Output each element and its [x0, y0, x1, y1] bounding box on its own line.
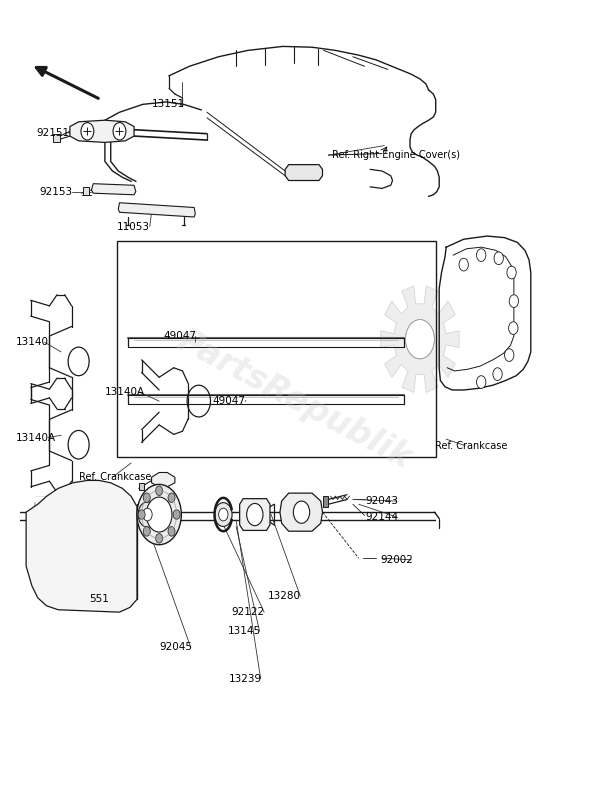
Circle shape	[168, 493, 175, 503]
Circle shape	[143, 527, 150, 536]
Circle shape	[505, 348, 514, 361]
Text: 13151: 13151	[151, 99, 185, 109]
Text: 92153: 92153	[39, 187, 72, 197]
Circle shape	[143, 508, 152, 521]
Circle shape	[143, 493, 150, 503]
Circle shape	[146, 497, 172, 532]
Text: Ref. Crankcase: Ref. Crankcase	[78, 472, 151, 483]
Circle shape	[155, 486, 163, 495]
Bar	[53, 133, 60, 141]
Polygon shape	[91, 184, 136, 195]
Text: 13140A: 13140A	[105, 387, 145, 396]
Circle shape	[477, 376, 486, 388]
Text: PartsRepublik: PartsRepublik	[171, 324, 418, 475]
Circle shape	[459, 258, 468, 271]
Polygon shape	[118, 203, 196, 217]
Circle shape	[509, 322, 518, 335]
Circle shape	[494, 252, 504, 264]
Text: Ref. Right Engine Cover(s): Ref. Right Engine Cover(s)	[332, 150, 461, 160]
Circle shape	[219, 508, 228, 521]
Text: 92045: 92045	[159, 642, 192, 652]
Text: 49047: 49047	[163, 331, 196, 341]
Text: 49047: 49047	[213, 396, 246, 406]
Polygon shape	[26, 480, 137, 612]
Text: 92151: 92151	[37, 128, 70, 138]
Text: 11053: 11053	[117, 221, 150, 232]
Bar	[139, 483, 144, 490]
Polygon shape	[240, 499, 270, 531]
Circle shape	[507, 266, 516, 279]
Text: 13239: 13239	[229, 674, 262, 684]
Circle shape	[137, 484, 181, 545]
Circle shape	[247, 503, 263, 526]
Polygon shape	[70, 120, 134, 142]
Circle shape	[293, 501, 310, 523]
Circle shape	[493, 368, 502, 380]
Polygon shape	[380, 286, 459, 392]
Text: 13145: 13145	[227, 626, 260, 636]
Text: 13140: 13140	[16, 337, 49, 348]
Polygon shape	[151, 472, 175, 487]
Circle shape	[155, 534, 163, 543]
Circle shape	[477, 248, 486, 261]
Circle shape	[113, 122, 126, 140]
Circle shape	[173, 510, 180, 519]
Text: 551: 551	[89, 594, 109, 605]
Text: 92122: 92122	[231, 607, 264, 617]
Polygon shape	[285, 165, 323, 181]
Bar	[323, 496, 328, 507]
Bar	[117, 240, 436, 456]
Circle shape	[138, 510, 145, 519]
Text: 92144: 92144	[366, 512, 399, 522]
Text: 13280: 13280	[268, 591, 301, 602]
Text: 13140A: 13140A	[16, 432, 56, 443]
Circle shape	[509, 295, 518, 308]
Circle shape	[405, 320, 434, 359]
Text: 92002: 92002	[381, 555, 413, 565]
Circle shape	[81, 122, 94, 140]
Bar	[83, 187, 89, 195]
Text: 92043: 92043	[366, 496, 399, 506]
Circle shape	[168, 527, 175, 536]
Circle shape	[214, 503, 232, 527]
Text: Ref. Crankcase: Ref. Crankcase	[435, 440, 507, 451]
Polygon shape	[280, 493, 323, 531]
Circle shape	[138, 502, 157, 527]
